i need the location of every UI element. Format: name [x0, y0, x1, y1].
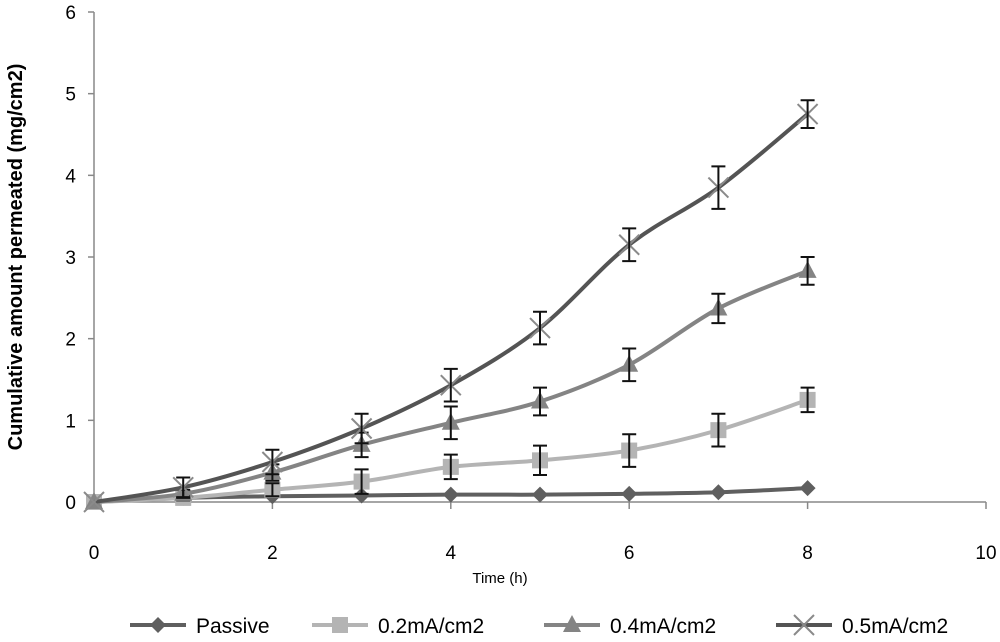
error-bar — [711, 292, 726, 325]
legend-label: Passive — [196, 615, 270, 637]
data-point — [532, 486, 548, 503]
y-tick-label: 1 — [65, 411, 76, 432]
x-tick-label: 6 — [624, 543, 635, 564]
legend-marker — [150, 617, 166, 633]
error-bar — [354, 468, 369, 495]
legend-marker — [793, 614, 815, 636]
error-bar — [443, 405, 458, 441]
y-tick-label: 0 — [65, 493, 76, 514]
error-bar — [443, 367, 458, 403]
legend-item: 0.2mA/cm2 — [312, 615, 484, 638]
error-bar — [800, 256, 815, 286]
error-bar — [533, 444, 547, 477]
x-tick-label: 8 — [802, 543, 813, 564]
x-tick-label: 0 — [89, 543, 100, 564]
legend-label: 0.5mA/cm2 — [842, 615, 948, 637]
error-bar — [265, 448, 280, 476]
legend-label: 0.2mA/cm2 — [378, 615, 484, 637]
data-point — [710, 484, 727, 501]
legend-item: 0.5mA/cm2 — [776, 614, 948, 638]
data-point — [353, 487, 370, 504]
series-x — [83, 99, 819, 513]
x-axis-label: Time (h) — [472, 570, 527, 587]
x-tick-label: 4 — [446, 543, 457, 564]
y-tick-label: 5 — [65, 85, 76, 106]
error-bar — [622, 433, 637, 468]
data-point — [83, 491, 105, 513]
legend: Passive 0.2mA/cm2 0.4mA/cm2 0.5mA/cm2 — [130, 614, 948, 638]
series-line — [93, 112, 809, 504]
error-bar — [800, 386, 815, 414]
error-bar — [622, 347, 637, 383]
legend-label: 0.4mA/cm2 — [610, 615, 716, 637]
error-bar — [265, 482, 280, 498]
y-axis-label: Cumulative amount permeated (mg/cm2) — [5, 64, 27, 451]
error-bar — [533, 386, 547, 417]
x-tick-label: 10 — [975, 543, 996, 564]
error-bar — [800, 99, 815, 129]
error-bar — [354, 412, 369, 445]
error-bar — [711, 412, 726, 448]
y-tick-label: 2 — [65, 330, 76, 351]
data-point — [442, 486, 459, 503]
y-tick-label: 4 — [65, 166, 76, 187]
error-bar — [533, 310, 547, 346]
y-tick-label: 6 — [65, 3, 76, 24]
data-point — [621, 485, 638, 502]
legend-item: Passive — [130, 615, 270, 638]
legend-marker — [563, 615, 581, 632]
error-bar — [443, 453, 458, 481]
data-point — [799, 480, 816, 497]
legend-marker — [332, 617, 348, 633]
error-bar — [176, 476, 191, 499]
legend-item: 0.4mA/cm2 — [544, 615, 716, 638]
x-tick-label: 2 — [267, 543, 278, 564]
y-tick-label: 3 — [65, 248, 76, 269]
error-bar — [622, 227, 637, 263]
error-bar — [711, 165, 726, 210]
